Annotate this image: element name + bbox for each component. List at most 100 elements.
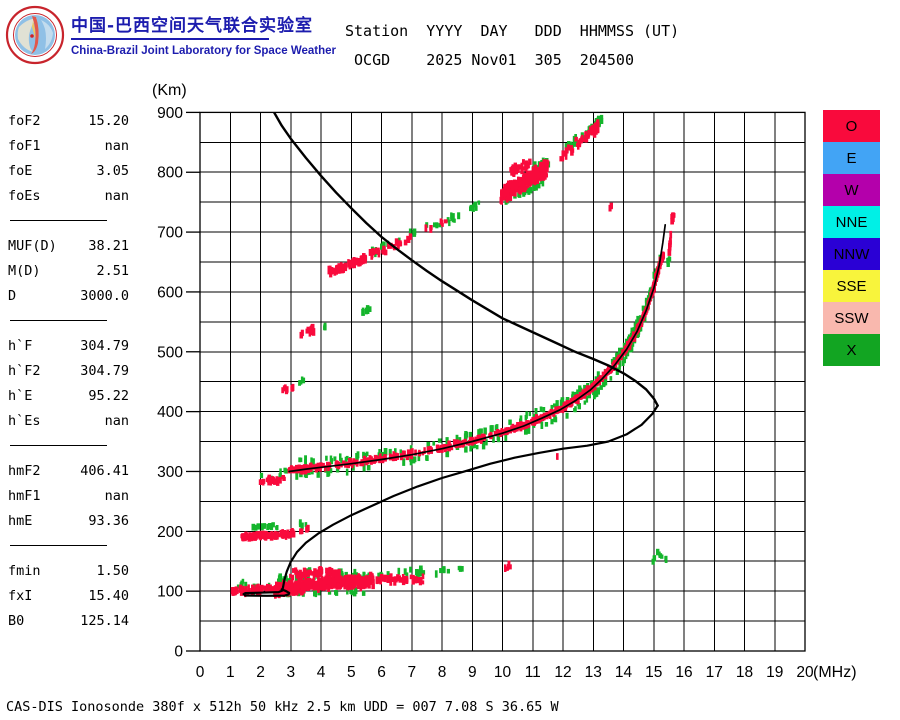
echo-dot [503,185,507,192]
echo-dot [312,584,316,591]
echo-dot [408,228,412,235]
echo-dot [320,580,323,588]
echo-dot [335,266,340,273]
echo-dot [362,455,366,464]
parameter-group-separator [10,445,107,446]
echo-dot [339,583,342,589]
echo-dot [366,464,371,471]
echo-dot [463,438,467,444]
echo-dot [615,353,618,360]
echo-dot [446,568,450,574]
echo-dot [358,259,362,267]
echo-dot [555,400,559,407]
echo-dot [368,455,372,463]
echo-dot [281,387,285,394]
legend-item-x: X [823,334,880,366]
echo-dot [553,403,556,408]
echo-dot [310,324,314,333]
echo-dot [350,261,354,266]
param-value: 2.51 [96,262,129,279]
echo-dot [577,139,581,145]
parameter-row: D 3000.0 [8,283,129,308]
echo-dot [635,325,639,331]
echo-dot [383,574,386,581]
echo-dot [523,190,527,196]
echo-dot [329,580,333,586]
echo-dot [478,428,482,436]
echo-dot [651,558,655,565]
echo-dot [300,529,304,534]
y-tick-label: 200 [157,524,183,541]
echo-dot [254,535,258,540]
echo-dot [321,462,325,468]
echo-dot [377,576,381,584]
echo-dot [396,244,400,250]
param-value: nan [104,412,129,429]
echo-dot [298,587,302,594]
plot-border [199,111,806,652]
parameter-row: fxI 15.40 [8,583,129,608]
echo-dot [327,265,331,273]
echo-dot [353,568,357,574]
echo-dot [320,575,324,584]
param-value: 38.21 [88,237,129,254]
echo-dot [350,581,355,590]
echo-dot [457,212,461,220]
echo-dot [493,430,498,436]
parameter-row: foEs nan [8,183,129,208]
echo-dot [266,533,270,539]
echo-dot [421,580,425,585]
echo-dot [514,168,518,175]
echo-dot [298,521,302,528]
echo-dot [317,580,322,588]
echo-dot [349,589,353,594]
echo-dot [328,575,332,582]
echo-dot [556,453,559,460]
echo-dot [302,587,306,594]
echo-dot [360,576,364,584]
echo-dot [298,380,303,385]
echo-dot [564,150,568,157]
parameter-group-separator [10,220,107,221]
echo-dot [514,190,517,197]
echo-dot [583,400,587,405]
echo-dot [664,555,668,563]
echo-dot [325,567,329,573]
echo-dot [415,573,419,578]
echo-dot [263,533,267,540]
echo-dot [460,566,464,572]
x-tick-label: 5 [347,664,356,681]
echo-dot [546,160,550,166]
echo-dot [625,351,630,357]
echo-dot [333,579,337,585]
echo-dot [585,395,589,403]
echo-dot [464,446,468,453]
echo-dot [304,458,307,466]
echo-dot [283,532,287,538]
param-label: h`F [8,337,33,354]
echo-cluster-x [251,522,279,531]
echo-dot [652,555,657,562]
echo-dot [525,166,528,171]
echo-dot [316,471,320,478]
echo-cluster-x [651,548,668,565]
echo-dot [370,573,374,579]
echo-dot [463,433,468,441]
echo-dot [469,431,473,439]
echo-dot [257,583,260,591]
echo-dot [288,531,292,538]
echo-dot [570,148,574,156]
echo-dot [359,255,363,263]
echo-dot [550,418,554,425]
echo-dot [327,578,332,587]
echo-dot [630,343,634,352]
echo-dot [469,204,473,211]
echo-dot [356,451,360,459]
echo-dot [666,262,670,267]
legend-label: SSE [836,277,867,295]
echo-dot [256,523,260,530]
echo-dot [253,524,258,531]
echo-dot [327,463,330,472]
x-tick-label: 9 [468,664,477,681]
echo-dot [520,184,524,190]
